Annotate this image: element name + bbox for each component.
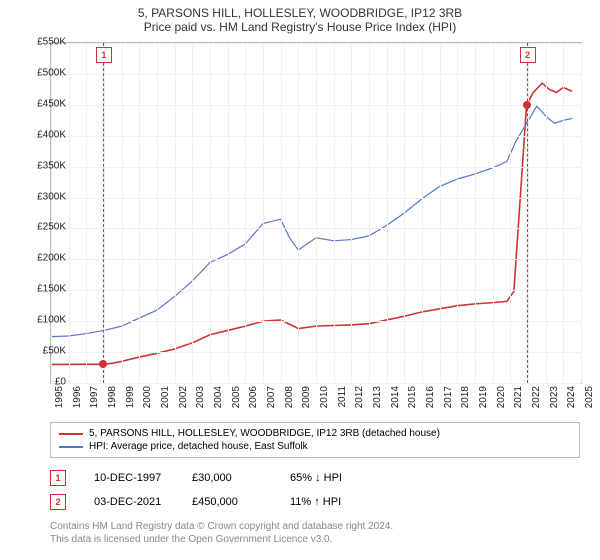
xtick-label: 2019 xyxy=(478,386,489,408)
xtick-label: 2014 xyxy=(390,386,401,408)
ytick-label: £50K xyxy=(22,346,66,357)
footnote: Contains HM Land Registry data © Crown c… xyxy=(50,520,580,546)
xtick-label: 2000 xyxy=(142,386,153,408)
xtick-label: 2012 xyxy=(354,386,365,408)
legend-swatch-hpi xyxy=(59,446,83,448)
sales-row: 1 10-DEC-1997 £30,000 65% ↓ HPI xyxy=(50,466,580,490)
footnote-line-2: This data is licensed under the Open Gov… xyxy=(50,533,580,546)
sales-list: 1 10-DEC-1997 £30,000 65% ↓ HPI 2 03-DEC… xyxy=(50,466,580,514)
legend-box: 5, PARSONS HILL, HOLLESLEY, WOODBRIDGE, … xyxy=(50,422,580,458)
xtick-label: 2003 xyxy=(195,386,206,408)
xtick-label: 2001 xyxy=(160,386,171,408)
xtick-label: 2011 xyxy=(337,386,348,408)
sale-marker-2: 2 xyxy=(50,494,66,510)
xtick-label: 2002 xyxy=(178,386,189,408)
ytick-label: £350K xyxy=(22,160,66,171)
page-subtitle: Price paid vs. HM Land Registry's House … xyxy=(0,20,600,38)
legend-label-property: 5, PARSONS HILL, HOLLESLEY, WOODBRIDGE, … xyxy=(89,428,440,439)
xtick-label: 1997 xyxy=(89,386,100,408)
xtick-label: 2015 xyxy=(407,386,418,408)
xtick-label: 2024 xyxy=(566,386,577,408)
ytick-label: £500K xyxy=(22,67,66,78)
legend-row-property: 5, PARSONS HILL, HOLLESLEY, WOODBRIDGE, … xyxy=(59,427,571,440)
sale-price-1: £30,000 xyxy=(192,472,262,484)
xtick-label: 2007 xyxy=(266,386,277,408)
ytick-label: £300K xyxy=(22,191,66,202)
xtick-label: 1998 xyxy=(107,386,118,408)
price-chart: 12 xyxy=(50,42,582,384)
xtick-label: 1995 xyxy=(54,386,65,408)
xtick-label: 2004 xyxy=(213,386,224,408)
sale-delta-1: 65% ↓ HPI xyxy=(290,472,360,484)
xtick-label: 2022 xyxy=(531,386,542,408)
ytick-label: £400K xyxy=(22,129,66,140)
xtick-label: 2017 xyxy=(443,386,454,408)
legend-swatch-property xyxy=(59,433,83,435)
sale-date-1: 10-DEC-1997 xyxy=(94,472,164,484)
xtick-label: 2020 xyxy=(496,386,507,408)
xtick-label: 2006 xyxy=(248,386,259,408)
sale-delta-2: 11% ↑ HPI xyxy=(290,496,360,508)
ytick-label: £200K xyxy=(22,253,66,264)
xtick-label: 2009 xyxy=(301,386,312,408)
xtick-label: 2010 xyxy=(319,386,330,408)
xtick-label: 2013 xyxy=(372,386,383,408)
ytick-label: £150K xyxy=(22,284,66,295)
chart-marker-dot xyxy=(99,360,107,368)
sale-date-2: 03-DEC-2021 xyxy=(94,496,164,508)
xtick-label: 2008 xyxy=(284,386,295,408)
footnote-line-1: Contains HM Land Registry data © Crown c… xyxy=(50,520,580,533)
xtick-label: 2005 xyxy=(231,386,242,408)
sales-row: 2 03-DEC-2021 £450,000 11% ↑ HPI xyxy=(50,490,580,514)
sale-marker-1: 1 xyxy=(50,470,66,486)
xtick-label: 2021 xyxy=(513,386,524,408)
xtick-label: 2023 xyxy=(549,386,560,408)
ytick-label: £550K xyxy=(22,37,66,48)
legend-label-hpi: HPI: Average price, detached house, East… xyxy=(89,441,308,452)
chart-marker-box: 1 xyxy=(96,47,112,63)
ytick-label: £450K xyxy=(22,98,66,109)
sale-price-2: £450,000 xyxy=(192,496,262,508)
xtick-label: 2016 xyxy=(425,386,436,408)
xtick-label: 1999 xyxy=(125,386,136,408)
page-title: 5, PARSONS HILL, HOLLESLEY, WOODBRIDGE, … xyxy=(0,0,600,20)
ytick-label: £250K xyxy=(22,222,66,233)
xtick-label: 2018 xyxy=(460,386,471,408)
ytick-label: £100K xyxy=(22,315,66,326)
xtick-label: 2025 xyxy=(584,386,595,408)
chart-marker-box: 2 xyxy=(520,47,536,63)
chart-marker-dot xyxy=(523,101,531,109)
legend-row-hpi: HPI: Average price, detached house, East… xyxy=(59,440,571,453)
legend-and-sales: 5, PARSONS HILL, HOLLESLEY, WOODBRIDGE, … xyxy=(50,422,580,546)
xtick-label: 1996 xyxy=(72,386,83,408)
